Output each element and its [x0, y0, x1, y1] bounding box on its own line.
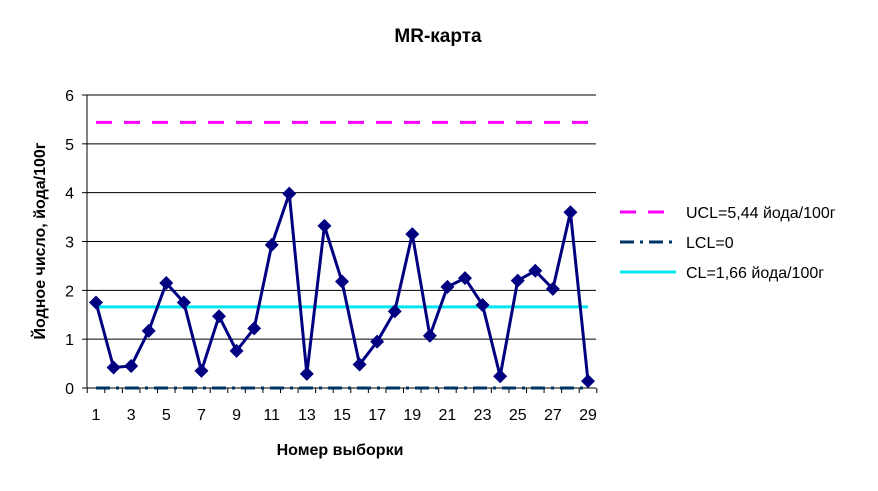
data-point — [124, 359, 139, 374]
x-tick-label: 3 — [127, 407, 136, 424]
data-point — [387, 304, 402, 319]
x-tick-label: 15 — [333, 407, 351, 424]
x-tick-label: 1 — [92, 407, 101, 424]
data-point — [458, 271, 472, 286]
data-point — [335, 274, 349, 289]
data-point — [282, 186, 297, 201]
data-point — [475, 297, 490, 312]
data-point — [581, 374, 595, 389]
y-tick-label: 3 — [65, 235, 74, 252]
chart-title: MR-карта — [394, 26, 482, 47]
data-point — [89, 295, 103, 310]
data-point — [440, 279, 455, 294]
x-tick-label: 29 — [579, 407, 597, 424]
x-tick-label: 7 — [197, 407, 206, 424]
y-tick-label: 6 — [65, 88, 74, 105]
x-tick-label: 19 — [403, 407, 421, 424]
data-point — [370, 334, 385, 349]
x-tick-label: 25 — [509, 407, 527, 424]
legend-label: CL=1,66 йода/100г — [686, 265, 824, 282]
data-point — [493, 369, 508, 384]
x-tick-label: 21 — [439, 407, 457, 424]
data-point — [299, 366, 314, 381]
x-tick-label: 13 — [298, 407, 316, 424]
legend-label: UCL=5,44 йода/100г — [686, 205, 836, 222]
y-tick-label: 1 — [65, 332, 74, 349]
data-point — [247, 321, 262, 336]
data-point — [510, 273, 525, 288]
data-point — [563, 205, 578, 220]
data-point — [229, 343, 244, 358]
legend-label: LCL=0 — [686, 235, 734, 252]
legend: UCL=5,44 йода/100г LCL=0 CL=1,66 йода/100г — [620, 205, 836, 282]
data-point — [212, 309, 226, 324]
data-point — [264, 237, 279, 252]
data-point — [194, 363, 209, 378]
x-tick-label: 5 — [162, 407, 171, 424]
x-axis-label: Номер выборки — [277, 442, 404, 459]
control-limit-lines — [96, 120, 588, 390]
data-point — [141, 323, 156, 338]
data-point — [422, 328, 437, 343]
data-point — [528, 263, 543, 278]
data-point — [159, 276, 174, 291]
y-axis-label: Йодное число, йода/100г — [30, 142, 49, 339]
x-tick-label: 11 — [263, 407, 280, 424]
y-tick-label: 2 — [65, 283, 74, 300]
x-tick-label: 9 — [232, 407, 241, 424]
data-point — [405, 227, 420, 242]
y-tick-label: 4 — [65, 186, 74, 203]
x-tick-label: 17 — [368, 407, 386, 424]
grid-layer — [87, 94, 596, 389]
x-tick-label: 23 — [474, 407, 492, 424]
data-point — [106, 360, 121, 375]
data-point — [317, 218, 332, 233]
y-tick-label: 0 — [65, 381, 74, 398]
data-point — [352, 357, 367, 372]
x-tick-label: 27 — [544, 407, 562, 424]
data-series — [89, 186, 595, 389]
data-point — [545, 281, 560, 296]
y-tick-label: 5 — [65, 137, 74, 154]
data-point — [176, 295, 191, 310]
axis-layer — [82, 94, 598, 393]
